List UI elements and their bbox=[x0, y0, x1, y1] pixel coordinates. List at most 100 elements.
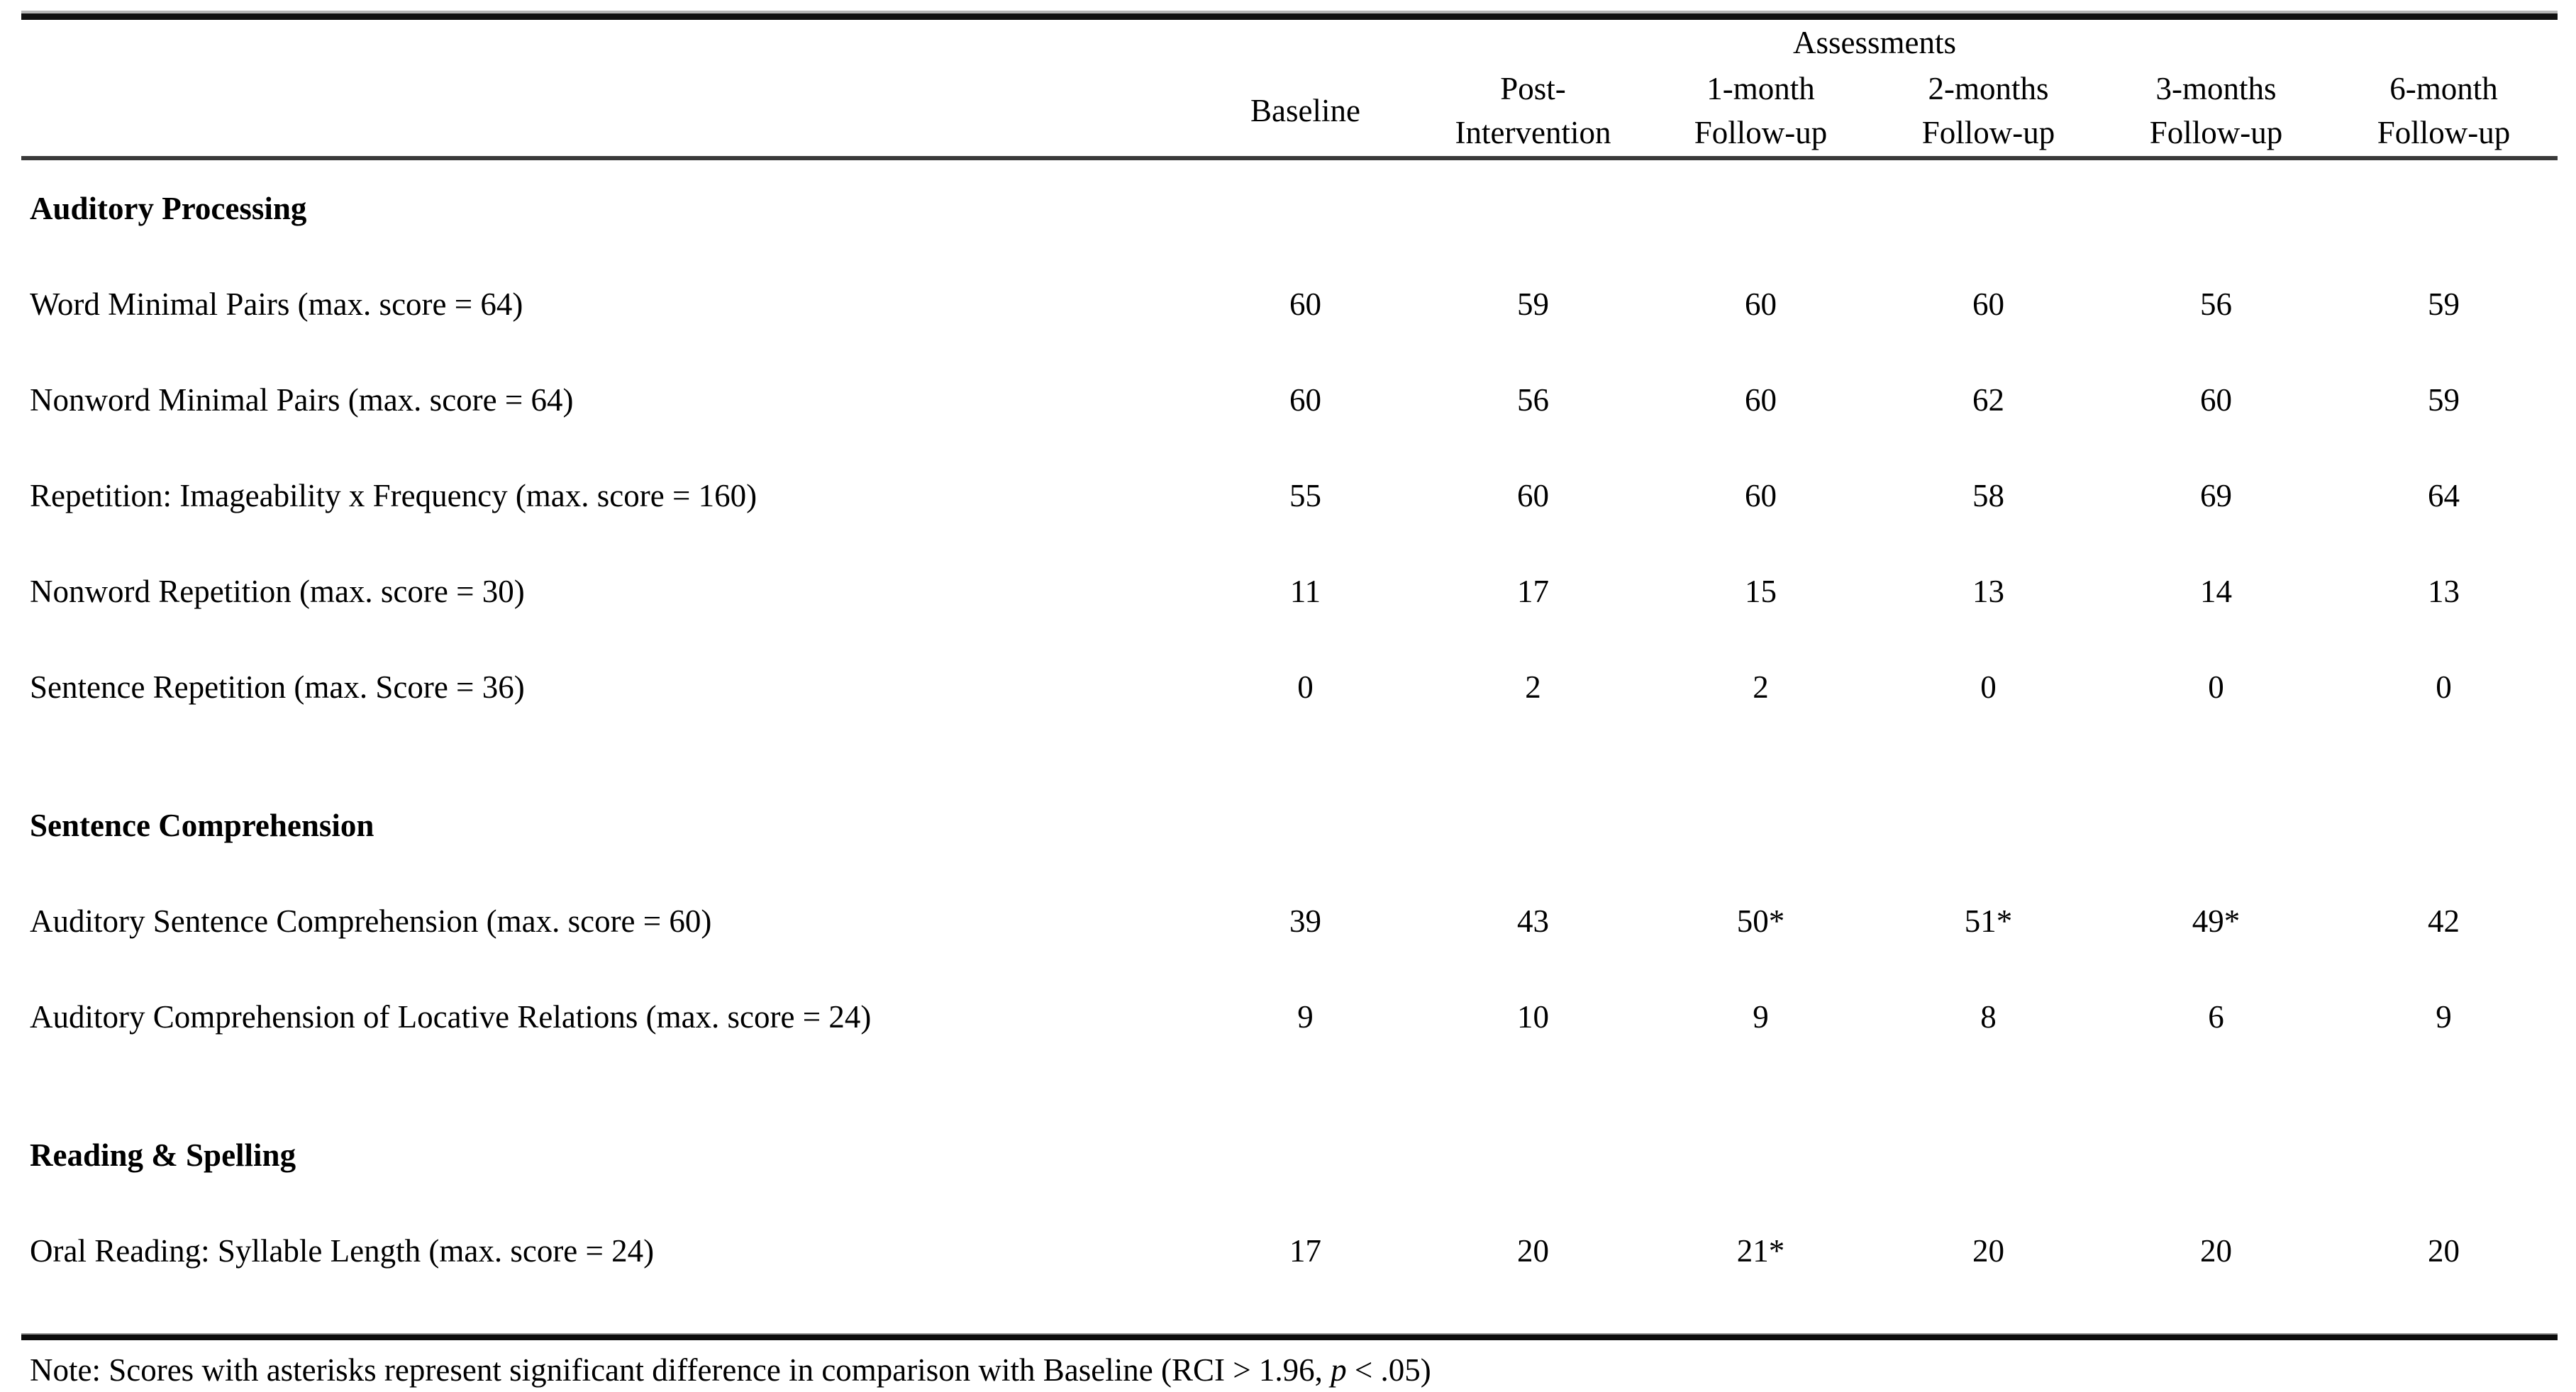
score-cell: 9 bbox=[1753, 998, 1769, 1035]
section-title: Auditory Processing bbox=[30, 190, 307, 226]
score-cell: 0 bbox=[2208, 669, 2224, 705]
score-cell: 20 bbox=[2428, 1232, 2460, 1269]
score-cell: 14 bbox=[2200, 573, 2232, 609]
table-top-rule bbox=[21, 11, 2558, 20]
score-cell: 50* bbox=[1736, 903, 1785, 939]
column-header-line: Intervention bbox=[1455, 115, 1611, 150]
score-cell: 0 bbox=[1297, 669, 1314, 705]
score-cell: 11 bbox=[1289, 573, 1321, 609]
column-header-line: Baseline bbox=[1250, 93, 1360, 128]
score-cell: 20 bbox=[1517, 1232, 1549, 1269]
group-header-row: Assessments bbox=[21, 20, 2558, 65]
score-cell: 64 bbox=[2428, 477, 2460, 513]
row-label: Auditory Sentence Comprehension (max. sc… bbox=[30, 903, 712, 939]
column-header-row: Baseline Post- Intervention 1-month Foll… bbox=[21, 65, 2558, 156]
score-cell: 17 bbox=[1517, 573, 1549, 609]
column-header-post-intervention: Post- Intervention bbox=[1419, 65, 1647, 156]
score-cell: 60 bbox=[1289, 382, 1321, 418]
score-cell: 56 bbox=[2200, 286, 2232, 322]
table-bottom-rule bbox=[21, 1333, 2558, 1340]
score-cell: 62 bbox=[1972, 382, 2004, 418]
table-note: Note: Scores with asterisks represent si… bbox=[21, 1350, 2558, 1390]
table-row-nonword-repetition: Nonword Repetition (max. score = 30) 11 … bbox=[21, 543, 2558, 639]
row-label: Oral Reading: Syllable Length (max. scor… bbox=[30, 1232, 655, 1269]
score-cell: 13 bbox=[1972, 573, 2004, 609]
score-cell: 2 bbox=[1525, 669, 1541, 705]
score-cell: 10 bbox=[1517, 998, 1549, 1035]
column-header-1-month: 1-month Follow-up bbox=[1647, 65, 1875, 156]
score-cell: 8 bbox=[1980, 998, 1997, 1035]
score-cell: 59 bbox=[2428, 286, 2460, 322]
score-cell: 60 bbox=[1745, 382, 1777, 418]
note-text: < .05) bbox=[1346, 1352, 1431, 1388]
column-header-baseline: Baseline bbox=[1192, 65, 1419, 156]
section-title: Sentence Comprehension bbox=[30, 807, 374, 843]
score-cell: 42 bbox=[2428, 903, 2460, 939]
score-cell: 59 bbox=[1517, 286, 1549, 322]
score-cell: 51* bbox=[1964, 903, 2013, 939]
column-header-line: Post- bbox=[1500, 71, 1566, 106]
score-cell: 60 bbox=[1972, 286, 2004, 322]
score-cell: 20 bbox=[2200, 1232, 2232, 1269]
score-cell: 13 bbox=[2428, 573, 2460, 609]
score-cell: 58 bbox=[1972, 477, 2004, 513]
column-header-line: 1-month bbox=[1706, 71, 1815, 106]
section-row-sentence-comprehension: Sentence Comprehension bbox=[21, 777, 2558, 873]
column-header-line: Follow-up bbox=[1694, 115, 1828, 150]
score-cell: 2 bbox=[1753, 669, 1769, 705]
column-header-6-month: 6-month Follow-up bbox=[2330, 65, 2558, 156]
score-cell: 15 bbox=[1745, 573, 1777, 609]
score-cell: 43 bbox=[1517, 903, 1549, 939]
score-cell: 9 bbox=[1297, 998, 1314, 1035]
table-row-auditory-sentence-comprehension: Auditory Sentence Comprehension (max. sc… bbox=[21, 873, 2558, 969]
row-label: Word Minimal Pairs (max. score = 64) bbox=[30, 286, 523, 322]
score-cell: 49* bbox=[2192, 903, 2241, 939]
column-header-line: Follow-up bbox=[2149, 115, 2283, 150]
score-cell: 20 bbox=[1972, 1232, 2004, 1269]
column-header-3-months: 3-months Follow-up bbox=[2102, 65, 2330, 156]
column-header-line: Follow-up bbox=[1921, 115, 2055, 150]
score-cell: 69 bbox=[2200, 477, 2232, 513]
score-cell: 55 bbox=[1289, 477, 1321, 513]
score-cell: 56 bbox=[1517, 382, 1549, 418]
column-header-line: Follow-up bbox=[2377, 115, 2511, 150]
section-row-auditory-processing: Auditory Processing bbox=[21, 160, 2558, 256]
section-title: Reading & Spelling bbox=[30, 1137, 296, 1173]
row-label: Repetition: Imageability x Frequency (ma… bbox=[30, 477, 757, 513]
note-text: Note: Scores with asterisks represent si… bbox=[30, 1352, 1331, 1388]
score-cell: 59 bbox=[2428, 382, 2460, 418]
score-cell: 0 bbox=[2436, 669, 2452, 705]
column-header-line: 3-months bbox=[2155, 71, 2277, 106]
score-cell: 21* bbox=[1736, 1232, 1785, 1269]
row-label: Sentence Repetition (max. Score = 36) bbox=[30, 669, 525, 705]
score-cell: 60 bbox=[1745, 286, 1777, 322]
header-bottom-rule bbox=[21, 156, 2558, 160]
score-cell: 9 bbox=[2436, 998, 2452, 1035]
section-row-reading-spelling: Reading & Spelling bbox=[21, 1107, 2558, 1203]
table-header: Assessments Baseline Post- Intervention … bbox=[21, 20, 2558, 156]
column-header-2-months: 2-months Follow-up bbox=[1875, 65, 2102, 156]
score-cell: 60 bbox=[2200, 382, 2232, 418]
row-label: Nonword Minimal Pairs (max. score = 64) bbox=[30, 382, 574, 418]
column-header-line: 2-months bbox=[1928, 71, 2049, 106]
row-label: Auditory Comprehension of Locative Relat… bbox=[30, 998, 872, 1035]
score-cell: 60 bbox=[1289, 286, 1321, 322]
score-cell: 39 bbox=[1289, 903, 1321, 939]
assessments-group-header: Assessments bbox=[1792, 25, 1956, 60]
table-row-repetition-imageability-frequency: Repetition: Imageability x Frequency (ma… bbox=[21, 447, 2558, 543]
score-cell: 17 bbox=[1289, 1232, 1321, 1269]
corner-cell bbox=[21, 20, 1192, 65]
score-cell: 60 bbox=[1745, 477, 1777, 513]
assessment-results-table: Assessments Baseline Post- Intervention … bbox=[21, 0, 2558, 1390]
score-cell: 60 bbox=[1517, 477, 1549, 513]
table-row-auditory-comprehension-locative-relations: Auditory Comprehension of Locative Relat… bbox=[21, 969, 2558, 1064]
table-row-sentence-repetition: Sentence Repetition (max. Score = 36) 0 … bbox=[21, 639, 2558, 735]
score-cell: 0 bbox=[1980, 669, 1997, 705]
score-cell: 6 bbox=[2208, 998, 2224, 1035]
column-header-line: 6-month bbox=[2389, 71, 2498, 106]
table-row-nonword-minimal-pairs: Nonword Minimal Pairs (max. score = 64) … bbox=[21, 352, 2558, 447]
corner-cell bbox=[21, 65, 1192, 156]
table-body: Auditory Processing Word Minimal Pairs (… bbox=[21, 160, 2558, 1298]
note-p-symbol: p bbox=[1331, 1352, 1347, 1388]
table-row-word-minimal-pairs: Word Minimal Pairs (max. score = 64) 60 … bbox=[21, 256, 2558, 352]
